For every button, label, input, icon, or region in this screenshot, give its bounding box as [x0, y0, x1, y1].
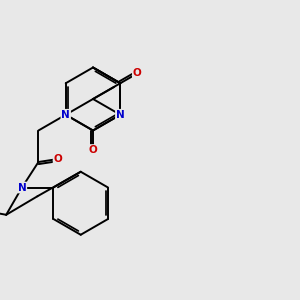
Text: O: O — [88, 145, 98, 155]
Text: N: N — [116, 110, 125, 120]
Text: N: N — [18, 182, 26, 193]
Text: N: N — [61, 110, 70, 120]
Text: O: O — [133, 68, 142, 79]
Text: O: O — [54, 154, 62, 164]
